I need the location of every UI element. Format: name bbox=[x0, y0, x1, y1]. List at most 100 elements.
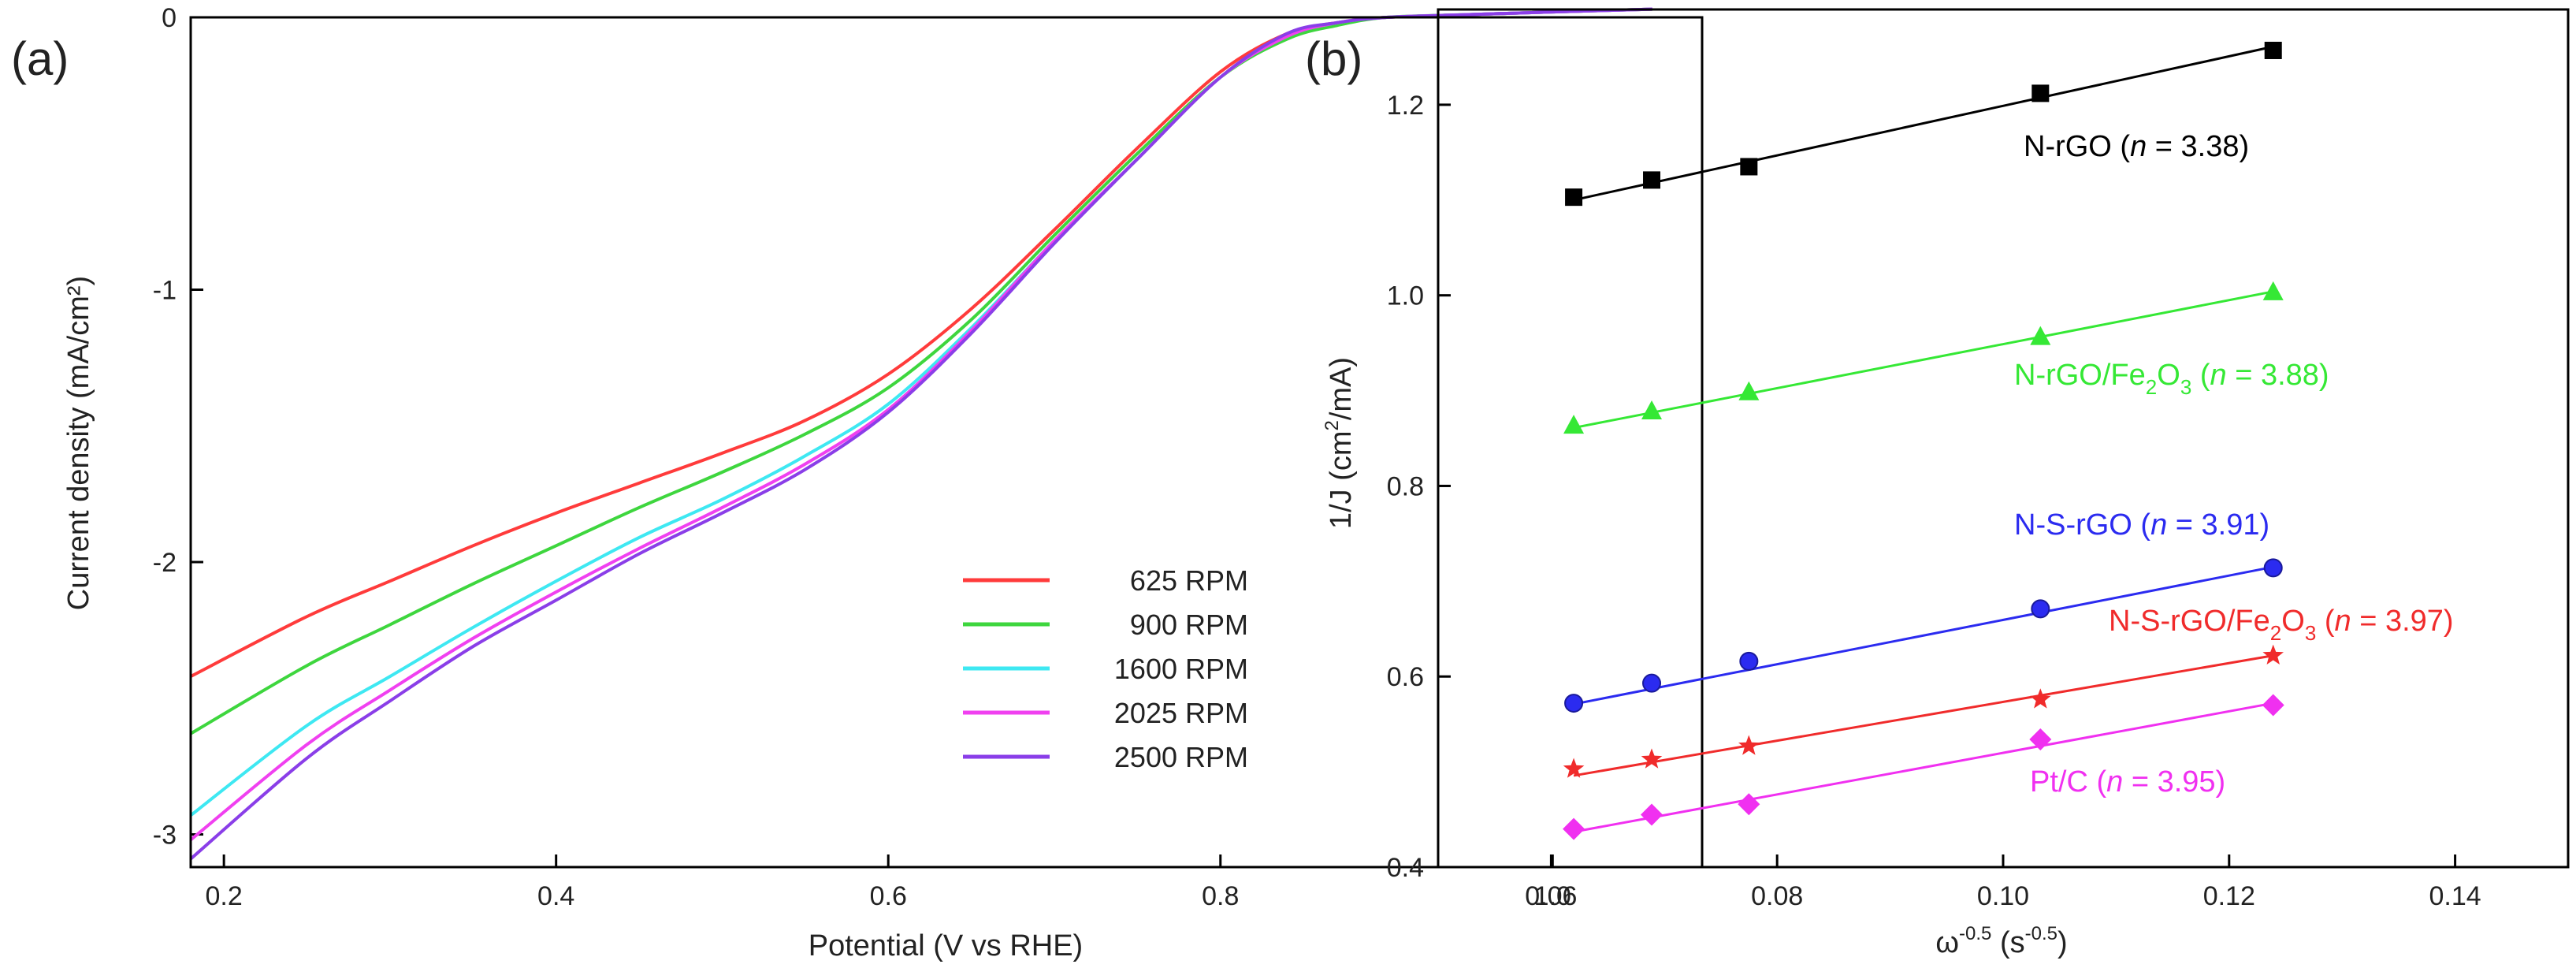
annotation-paren-open: ( bbox=[2316, 605, 2335, 638]
annotation-n-value: = 3.97) bbox=[2351, 605, 2454, 638]
annotation-paren-open: ( bbox=[2191, 359, 2210, 392]
panel-b-data-point bbox=[1643, 171, 1661, 189]
panel-b-series-annotation: N-S-rGO (n = 3.91) bbox=[2014, 508, 2269, 542]
annotation-subscript: 3 bbox=[2180, 375, 2191, 399]
annotation-n-value: = 3.88) bbox=[2227, 359, 2329, 392]
panel-b-fit-line-1 bbox=[1573, 45, 2274, 202]
annotation-name: N-rGO/Fe bbox=[2014, 359, 2146, 392]
annotation-n-value: = 3.38) bbox=[2147, 130, 2249, 163]
panel-b-data-point bbox=[2029, 728, 2052, 751]
annotation-n-symbol: n bbox=[2210, 359, 2227, 392]
panel-a-x-tick-label: 1.0 bbox=[1534, 881, 1571, 911]
panel-b-data-point bbox=[2263, 558, 2283, 578]
annotation-n-symbol: n bbox=[2335, 605, 2351, 638]
panel-a-tag: (a) bbox=[11, 32, 69, 85]
panel-b-tag: (b) bbox=[1305, 32, 1362, 85]
panel-a-y-tick-label: -1 bbox=[153, 276, 177, 306]
panel-b-x-axis-symbol: ω bbox=[1935, 926, 1959, 959]
panel-b-x-tick-label: 0.14 bbox=[2429, 881, 2481, 911]
panel-b-data-point bbox=[2030, 326, 2051, 345]
panel-b-fit-line-3 bbox=[1573, 565, 2274, 706]
annotation-n-value: = 3.95) bbox=[2123, 765, 2225, 799]
panel-a-plot-frame bbox=[189, 16, 1704, 869]
panel-b-data-point bbox=[1739, 651, 1759, 671]
panel-a-legend-label: 625 RPM bbox=[1130, 564, 1248, 597]
panel-b-data-point bbox=[1641, 748, 1663, 769]
panel-a-y-tick-label: 0 bbox=[162, 3, 177, 33]
panel-a-legend-label: 2025 RPM bbox=[1114, 697, 1248, 729]
panel-a-x-axis-label: Potential (V vs RHE) bbox=[808, 929, 1083, 962]
panel-b-x-tick-label: 0.10 bbox=[1977, 881, 2029, 911]
panel-b-x-axis-unit-exponent: -0.5 bbox=[2025, 923, 2057, 944]
annotation-n-value: = 3.91) bbox=[2167, 508, 2269, 542]
panel-b: (b) 0.06 0.08 0.10 0.12 0.140.40.60.81.01.2 … bbox=[1305, 8, 2570, 959]
annotation-n-symbol: n bbox=[2106, 765, 2123, 799]
panel-b-data-point bbox=[2031, 84, 2050, 102]
panel-b-x-axis-unit-close: ) bbox=[2057, 926, 2068, 959]
annotation-name: N-rGO bbox=[2024, 130, 2112, 163]
panel-b-data-point bbox=[1563, 415, 1585, 434]
panel-a-series-line-5 bbox=[189, 7, 1652, 861]
panel-a-legend-label: 2500 RPM bbox=[1114, 741, 1248, 773]
panel-b-data-point bbox=[1563, 758, 1585, 778]
panel-b-x-axis-exponent: -0.5 bbox=[1959, 923, 1991, 944]
panel-b-data-point bbox=[2264, 41, 2282, 59]
panel-a-series-line-4 bbox=[189, 7, 1652, 841]
annotation-subscript: 2 bbox=[2146, 375, 2157, 399]
panel-a: (a) 0.2 0.4 0.6 0.8 1.0 0 -1 -2 -3 Potential (V … bbox=[11, 3, 1704, 962]
annotation-subscript: 2 bbox=[2270, 621, 2281, 645]
panel-b-data-point bbox=[1641, 400, 1663, 419]
panel-b-x-tick-label: 0.08 bbox=[1751, 881, 1803, 911]
panel-b-data-point bbox=[1738, 793, 1760, 816]
panel-b-plot-frame bbox=[1437, 8, 2570, 869]
panel-b-data-point bbox=[1564, 694, 1584, 713]
panel-b-x-tick-label: 0.12 bbox=[2203, 881, 2255, 911]
panel-b-data-point bbox=[2030, 688, 2051, 709]
annotation-subscript: 3 bbox=[2305, 621, 2316, 645]
annotation-name: N-S-rGO bbox=[2014, 508, 2132, 542]
annotation-n-symbol: n bbox=[2150, 508, 2167, 542]
panel-a-x-tick-label: 0.8 bbox=[1202, 881, 1239, 911]
panel-b-data-point bbox=[2262, 644, 2284, 665]
panel-b-data-point bbox=[1563, 817, 1585, 840]
annotation-paren-open: ( bbox=[2132, 508, 2151, 542]
panel-b-fit-line-4 bbox=[1573, 654, 2273, 777]
panel-b-y-tick-label: 1.2 bbox=[1387, 91, 1424, 121]
panel-b-x-axis-unit-open: (s bbox=[1991, 926, 2024, 959]
panel-b-data-point bbox=[2262, 694, 2284, 717]
panel-b-annotations: N-rGO (n = 3.38)N-rGO/Fe2O3 (n = 3.88)N-… bbox=[2014, 130, 2454, 799]
panel-b-y-axis-exponent: 2 bbox=[1321, 420, 1343, 430]
panel-b-y-tick-label: 0.6 bbox=[1387, 662, 1424, 692]
panel-b-y-axis-label-post: /mA) bbox=[1325, 357, 1358, 420]
panel-b-y-tick-label: 1.0 bbox=[1387, 281, 1424, 311]
annotation-paren-open: ( bbox=[2112, 130, 2131, 163]
panel-b-y-axis-label-pre: 1/J (cm bbox=[1325, 431, 1358, 530]
panel-a-legend-label: 900 RPM bbox=[1130, 609, 1248, 641]
panel-b-data-point bbox=[1565, 188, 1583, 207]
panel-a-y-tick-label: -3 bbox=[153, 821, 177, 851]
annotation-name-tail: O bbox=[2281, 605, 2305, 638]
panel-b-y-tick-label: 0.4 bbox=[1387, 853, 1424, 883]
annotation-name-tail: O bbox=[2157, 359, 2180, 392]
panel-b-data-point bbox=[1642, 673, 1662, 693]
panel-b-data-point bbox=[2031, 599, 2050, 619]
panel-a-series-line-3 bbox=[189, 7, 1652, 817]
annotation-n-symbol: n bbox=[2130, 130, 2147, 163]
panel-b-series-annotation: N-S-rGO/Fe2O3 (n = 3.97) bbox=[2109, 605, 2454, 645]
panel-a-x-tick-label: 0.6 bbox=[870, 881, 907, 911]
panel-a-legend: 625 RPM 900 RPM 1600 RPM 2025 RPM 2500 RPM bbox=[963, 564, 1248, 773]
panel-a-series-line-1 bbox=[190, 7, 1652, 678]
panel-b-data-point bbox=[2262, 281, 2284, 300]
panel-b-series-annotation: Pt/C (n = 3.95) bbox=[2030, 765, 2225, 799]
annotation-name: N-S-rGO/Fe bbox=[2109, 605, 2270, 638]
panel-b-series-annotation: N-rGO (n = 3.38) bbox=[2024, 130, 2249, 163]
panel-a-x-tick-label: 0.4 bbox=[537, 881, 574, 911]
panel-a-series-line-2 bbox=[189, 7, 1652, 735]
panel-b-data-point bbox=[1738, 381, 1760, 400]
panel-b-series-annotation: N-rGO/Fe2O3 (n = 3.88) bbox=[2014, 359, 2329, 399]
panel-a-y-axis-label: Current density (mA/cm²) bbox=[62, 276, 95, 610]
panel-b-data-point bbox=[1641, 803, 1663, 826]
panel-a-y-tick-label: -2 bbox=[153, 548, 177, 578]
